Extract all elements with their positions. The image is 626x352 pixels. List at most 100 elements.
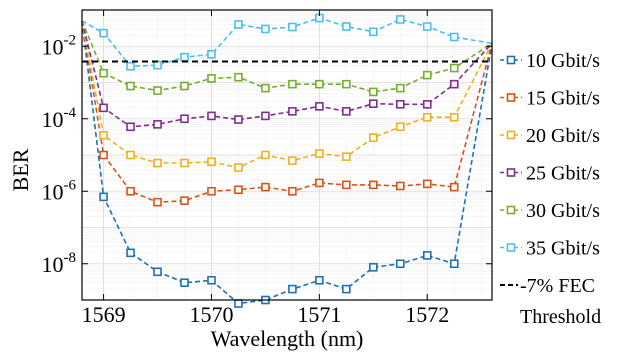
data-point (126, 150, 135, 160)
data-point (180, 52, 189, 62)
data-point (99, 28, 108, 38)
data-point (207, 157, 216, 167)
data-point (395, 100, 405, 109)
x-axis-title: Wavelength (nm) (211, 326, 364, 351)
data-point (234, 185, 243, 195)
data-point (261, 111, 270, 121)
data-point (234, 115, 243, 124)
plot-frame (81, 9, 493, 301)
data-point (422, 112, 432, 122)
series-2 (81, 20, 493, 207)
legend-item-4: 25 Gbit/s (500, 163, 600, 185)
data-point (207, 111, 216, 121)
data-point (342, 22, 351, 31)
data-point (99, 150, 108, 160)
data-point (315, 149, 324, 158)
legend-item-1: 10 Gbit/s (500, 50, 600, 72)
data-point (449, 259, 459, 269)
data-point (369, 27, 378, 37)
data-point (422, 251, 432, 260)
legend-label: 30 Gbit/s (526, 200, 600, 222)
data-point (369, 262, 378, 272)
y-tick-label: 10-2 (42, 32, 77, 59)
data-point (207, 186, 216, 196)
data-point (342, 107, 351, 116)
data-point (342, 284, 351, 294)
legend-swatch-marker (506, 93, 516, 102)
data-point (288, 156, 297, 165)
legend-label: 20 Gbit/s (526, 125, 600, 147)
legend-label: -7% FEC (520, 275, 595, 297)
series-5 (81, 20, 493, 97)
data-point (126, 122, 135, 132)
legend-label: 35 Gbit/s (526, 238, 600, 260)
data-point (99, 68, 108, 78)
data-point (261, 150, 270, 160)
data-point (449, 32, 459, 42)
data-point (99, 192, 108, 202)
data-point (422, 100, 432, 109)
data-point (395, 259, 405, 269)
data-point (288, 284, 297, 294)
series-line (81, 20, 493, 204)
data-point (449, 63, 459, 73)
series-line (81, 20, 493, 169)
series-line (81, 20, 493, 93)
legend: 10 Gbit/s 15 Gbit/s 20 Gbit/s 25 Gbit/s 30 G… (500, 50, 601, 328)
legend-swatch-marker (506, 243, 516, 252)
series-line (81, 20, 493, 128)
data-point (207, 275, 216, 285)
data-point (449, 79, 459, 89)
data-point (261, 182, 270, 192)
series-layer (81, 13, 493, 308)
data-point (422, 70, 432, 80)
data-point (261, 24, 270, 34)
series-6 (81, 13, 493, 71)
x-tick-label: 1570 (189, 302, 233, 327)
legend-item-threshold: -7% FEC Threshold (500, 275, 601, 328)
legend-item-3: 20 Gbit/s (500, 125, 600, 147)
data-point (288, 107, 297, 116)
data-point (180, 114, 189, 124)
y-axis-title: BER (8, 148, 33, 191)
data-point (395, 83, 405, 93)
x-tick-label: 1569 (82, 302, 126, 327)
data-point (153, 267, 162, 277)
data-point (126, 248, 135, 258)
data-point (422, 179, 432, 189)
data-point (153, 120, 162, 129)
data-point (369, 133, 378, 143)
series-line (81, 20, 493, 305)
data-point (234, 299, 243, 308)
data-point (180, 81, 189, 91)
data-point (342, 79, 351, 89)
legend-item-2: 15 Gbit/s (500, 88, 600, 110)
legend-swatch-marker (506, 205, 516, 215)
data-point (99, 103, 108, 113)
data-point (369, 99, 378, 109)
y-tick-label: 10-8 (42, 250, 77, 277)
data-point (234, 20, 243, 29)
data-point (395, 122, 405, 132)
legend-swatch-marker (506, 130, 516, 140)
data-point (207, 74, 216, 83)
series-3 (81, 20, 493, 172)
data-point (288, 186, 297, 196)
data-point (369, 180, 378, 190)
data-point (369, 87, 378, 97)
data-point (422, 22, 432, 31)
data-point (315, 102, 324, 111)
data-point (234, 163, 243, 172)
data-point (153, 158, 162, 168)
data-point (153, 86, 162, 95)
data-point (126, 81, 135, 91)
series-line (81, 17, 493, 68)
legend-label: 25 Gbit/s (526, 163, 600, 185)
series-4 (81, 20, 493, 132)
legend-label: 10 Gbit/s (526, 50, 600, 72)
data-point (126, 186, 135, 196)
legend-label: 15 Gbit/s (526, 88, 600, 110)
data-point (126, 61, 135, 71)
data-point (180, 196, 189, 205)
